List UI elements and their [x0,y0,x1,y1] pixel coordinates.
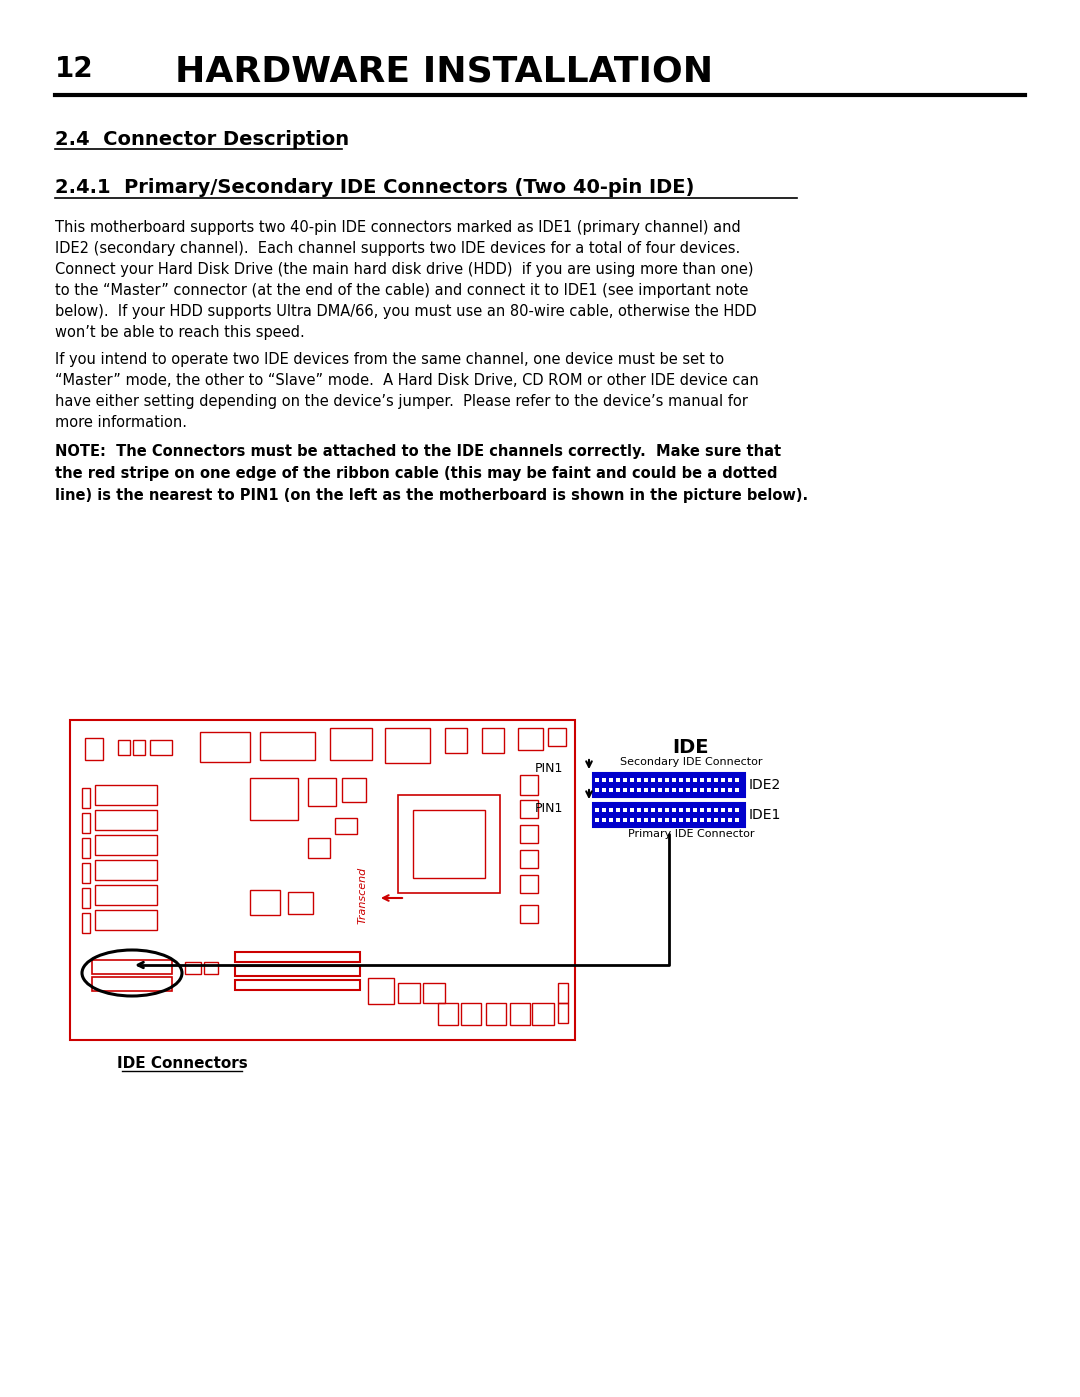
Bar [593,803,745,827]
Text: below).  If your HDD supports Ultra DMA/66, you must use an 80-wire cable, other: below). If your HDD supports Ultra DMA/6… [55,305,757,319]
Bar [558,983,568,1003]
Text: PIN1: PIN1 [535,802,564,814]
Text: won’t be able to reach this speed.: won’t be able to reach this speed. [55,326,305,339]
Text: IDE1: IDE1 [750,807,781,821]
Text: NOTE:  The Connectors must be attached to the IDE channels correctly.  Make sure: NOTE: The Connectors must be attached to… [55,444,781,460]
Bar [82,813,90,833]
Text: IDE2: IDE2 [750,778,781,792]
Text: PIN1: PIN1 [535,763,564,775]
Text: “Master” mode, the other to “Slave” mode.  A Hard Disk Drive, CD ROM or other ID: “Master” mode, the other to “Slave” mode… [55,373,759,388]
Text: IDE Connectors: IDE Connectors [117,1056,247,1071]
Bar [335,819,357,834]
Bar [519,905,538,923]
Bar [399,795,500,893]
Bar [82,838,90,858]
Bar [593,773,745,798]
Bar [150,740,172,754]
Bar [519,800,538,819]
Bar [185,963,201,974]
Text: HARDWARE INSTALLATION: HARDWARE INSTALLATION [175,54,713,89]
Bar [235,965,360,977]
Bar [413,810,485,877]
Text: Secondary IDE Connector: Secondary IDE Connector [620,757,762,767]
Text: line) is the nearest to PIN1 (on the left as the motherboard is shown in the pic: line) is the nearest to PIN1 (on the lef… [55,488,808,503]
Text: more information.: more information. [55,415,187,430]
Bar [308,838,330,858]
Text: Connect your Hard Disk Drive (the main hard disk drive (HDD)  if you are using m: Connect your Hard Disk Drive (the main h… [55,263,754,277]
Bar [486,1003,507,1025]
Bar [85,738,103,760]
Text: 2.4.1  Primary/Secondary IDE Connectors (Two 40-pin IDE): 2.4.1 Primary/Secondary IDE Connectors (… [55,177,694,197]
Text: If you intend to operate two IDE devices from the same channel, one device must : If you intend to operate two IDE devices… [55,352,724,367]
Text: IDE2 (secondary channel).  Each channel supports two IDE devices for a total of : IDE2 (secondary channel). Each channel s… [55,242,740,256]
Bar [558,1003,568,1023]
Bar [510,1003,530,1025]
Bar [482,728,504,753]
Text: Primary IDE Connector: Primary IDE Connector [627,828,754,840]
Bar [235,951,360,963]
Bar [548,728,566,746]
Text: have either setting depending on the device’s jumper.  Please refer to the devic: have either setting depending on the dev… [55,394,747,409]
Bar [133,740,145,754]
Bar [82,788,90,807]
Bar [519,849,538,868]
Bar [200,732,249,761]
Bar [92,960,172,974]
Bar [95,861,157,880]
Text: Transcend: Transcend [357,866,368,923]
Bar [95,835,157,855]
Bar [438,1003,458,1025]
Bar [95,886,157,905]
Text: 12: 12 [55,54,94,82]
Bar [118,740,130,754]
Text: the red stripe on one edge of the ribbon cable (this may be faint and could be a: the red stripe on one edge of the ribbon… [55,467,778,481]
Text: IDE: IDE [673,738,710,757]
Bar [423,983,445,1003]
Bar [249,778,298,820]
Bar [330,728,372,760]
Bar [399,983,420,1003]
Bar [288,893,313,914]
Bar [95,810,157,830]
Bar [532,1003,554,1025]
Bar [519,875,538,893]
Text: This motherboard supports two 40-pin IDE connectors marked as IDE1 (primary chan: This motherboard supports two 40-pin IDE… [55,219,741,235]
Text: to the “Master” connector (at the end of the cable) and connect it to IDE1 (see : to the “Master” connector (at the end of… [55,284,748,298]
Bar [445,728,467,753]
Bar [95,909,157,930]
Bar [368,978,394,1004]
Bar [204,963,218,974]
Bar [519,775,538,795]
Bar [342,778,366,802]
Bar [384,728,430,763]
Bar [518,728,543,750]
Bar [519,826,538,842]
Bar [82,888,90,908]
Bar [82,914,90,933]
Bar [92,977,172,990]
Bar [95,785,157,805]
Bar [308,778,336,806]
Bar [260,732,315,760]
Bar [249,890,280,915]
Bar [235,981,360,990]
Bar [70,719,575,1039]
Text: 2.4  Connector Description: 2.4 Connector Description [55,130,349,149]
Bar [461,1003,481,1025]
Bar [82,863,90,883]
